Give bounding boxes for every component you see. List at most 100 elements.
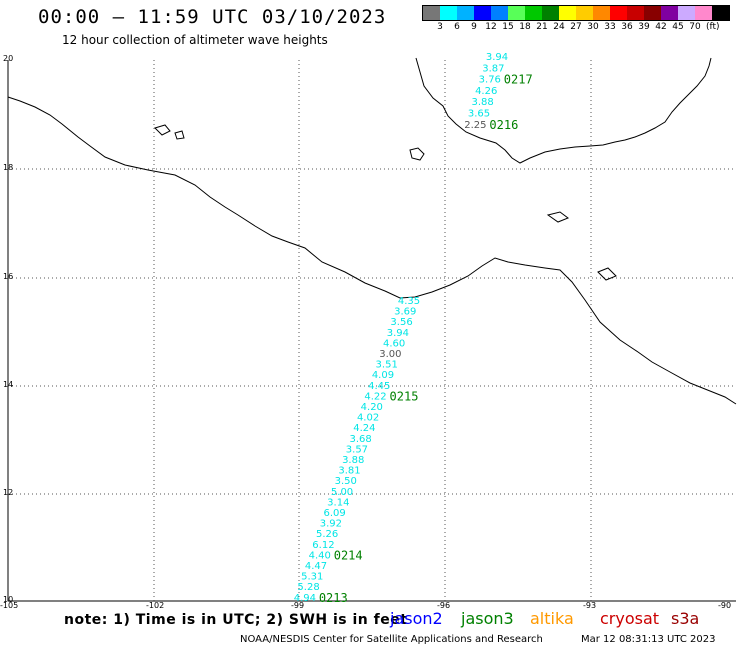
wave-height-value: 3.69 (394, 307, 416, 318)
latitude-label: 14 (3, 380, 14, 389)
wave-height-value: 4.09 (372, 370, 394, 381)
legend-tick-label: 3 (437, 22, 443, 32)
legend-swatch (474, 6, 491, 20)
legend-tick-label: 9 (471, 22, 477, 32)
legend-swatch (576, 6, 593, 20)
island-4 (154, 124, 171, 136)
legend-swatch (627, 6, 644, 20)
legend-swatch (695, 6, 712, 20)
map-frame (7, 60, 736, 602)
coastline-gulf (415, 57, 712, 164)
legend-swatch (610, 6, 627, 20)
wave-height-value: 5.26 (316, 529, 338, 540)
wave-height-value: 3.94 (387, 328, 409, 339)
latitude-label: 10 (3, 595, 14, 604)
satellite-legend-item: altika (530, 609, 574, 628)
wave-height-value: 3.57 (346, 444, 368, 455)
wave-height-value: 3.88 (342, 455, 364, 466)
pass-time-label: 0213 (319, 591, 348, 605)
wave-height-value: 3.94 (486, 52, 508, 63)
wave-height-value: 3.92 (320, 519, 342, 530)
wave-height-value: 3.14 (327, 497, 349, 508)
wave-height-value: 4.26 (475, 86, 497, 97)
color-scale-legend (422, 5, 730, 21)
pass-time-label: 0214 (334, 548, 363, 562)
legend-swatch (542, 6, 559, 20)
legend-tick-label: 18 (519, 22, 531, 32)
wave-height-value: 5.28 (297, 582, 319, 593)
legend-tick-label: 70 (689, 22, 701, 32)
legend-tick-label: 33 (604, 22, 616, 32)
wave-height-value: 4.60 (383, 338, 405, 349)
wave-height-value: 4.20 (361, 402, 383, 413)
legend-tick-label: 42 (655, 22, 667, 32)
wave-height-value: 4.22 (364, 391, 386, 402)
legend-tick-label: 45 (672, 22, 684, 32)
footnote: note: 1) Time is in UTC; 2) SWH is in fe… (64, 612, 408, 628)
longitude-label: -96 (437, 601, 451, 610)
legend-swatch (678, 6, 695, 20)
legend-swatch (644, 6, 661, 20)
wave-height-value: 3.68 (350, 434, 372, 445)
coastline-mainland (7, 96, 737, 405)
satellite-legend-item: s3a (671, 609, 700, 628)
longitude-label: -90 (718, 601, 732, 610)
wave-height-value: 3.51 (376, 360, 398, 371)
wave-height-value: 4.45 (368, 381, 390, 392)
legend-swatch (661, 6, 678, 20)
wave-height-value: 3.87 (482, 63, 504, 74)
island-3 (597, 267, 617, 281)
wave-height-value: 4.94 (294, 593, 316, 604)
coastline (7, 57, 737, 405)
wave-height-value: 4.40 (309, 550, 331, 561)
page-subtitle: 12 hour collection of altimeter wave hei… (62, 33, 328, 47)
legend-swatch (457, 6, 474, 20)
wave-height-value: 4.47 (305, 561, 327, 572)
legend-tick-label: 21 (536, 22, 548, 32)
island-2 (546, 211, 570, 223)
longitude-label: -99 (291, 601, 305, 610)
wave-height-value: 3.81 (338, 466, 360, 477)
legend-swatch (559, 6, 576, 20)
legend-tick-label: 6 (454, 22, 460, 32)
legend-swatch (423, 6, 440, 20)
legend-swatch (508, 6, 525, 20)
legend-swatch (593, 6, 610, 20)
longitude-label: -93 (583, 601, 597, 610)
wave-height-value: 3.88 (471, 97, 493, 108)
longitude-label: -105 (0, 601, 19, 610)
generated-timestamp: Mar 12 08:31:13 UTC 2023 (581, 634, 716, 645)
wave-height-value: 4.02 (357, 413, 379, 424)
pass-time-label: 0216 (489, 118, 518, 132)
wave-height-value: 4.24 (353, 423, 375, 434)
legend-tick-label: 24 (553, 22, 565, 32)
legend-tick-label: 12 (485, 22, 497, 32)
legend-tick-label: 39 (638, 22, 650, 32)
satellite-legend-item: cryosat (600, 609, 660, 628)
island-5 (174, 130, 185, 140)
legend-tick-label: 15 (502, 22, 514, 32)
latitude-label: 12 (3, 488, 14, 497)
legend-swatch (525, 6, 542, 20)
wave-height-value: 3.65 (468, 109, 490, 120)
legend-tick-label: 27 (570, 22, 582, 32)
wave-height-value: 3.50 (335, 476, 357, 487)
wave-height-value: 3.00 (379, 349, 401, 360)
wave-height-value: 2.25 (464, 120, 486, 131)
pass-time-label: 0217 (504, 73, 533, 87)
legend-swatch (491, 6, 508, 20)
latitude-label: 16 (3, 272, 14, 281)
page-title: 00:00 – 11:59 UTC 03/10/2023 (38, 6, 387, 28)
color-scale-unit: (ft) (706, 22, 720, 32)
legend-tick-label: 36 (621, 22, 633, 32)
legend-swatch (712, 6, 729, 20)
island-1 (409, 147, 425, 161)
legend-swatch (440, 6, 457, 20)
credit-line: NOAA/NESDIS Center for Satellite Applica… (240, 634, 543, 645)
longitude-label: -102 (146, 601, 165, 610)
graticule (8, 60, 736, 601)
satellite-legend-item: jason2 (390, 609, 443, 628)
latitude-label: 20 (3, 54, 14, 63)
wave-height-value: 6.09 (323, 508, 345, 519)
